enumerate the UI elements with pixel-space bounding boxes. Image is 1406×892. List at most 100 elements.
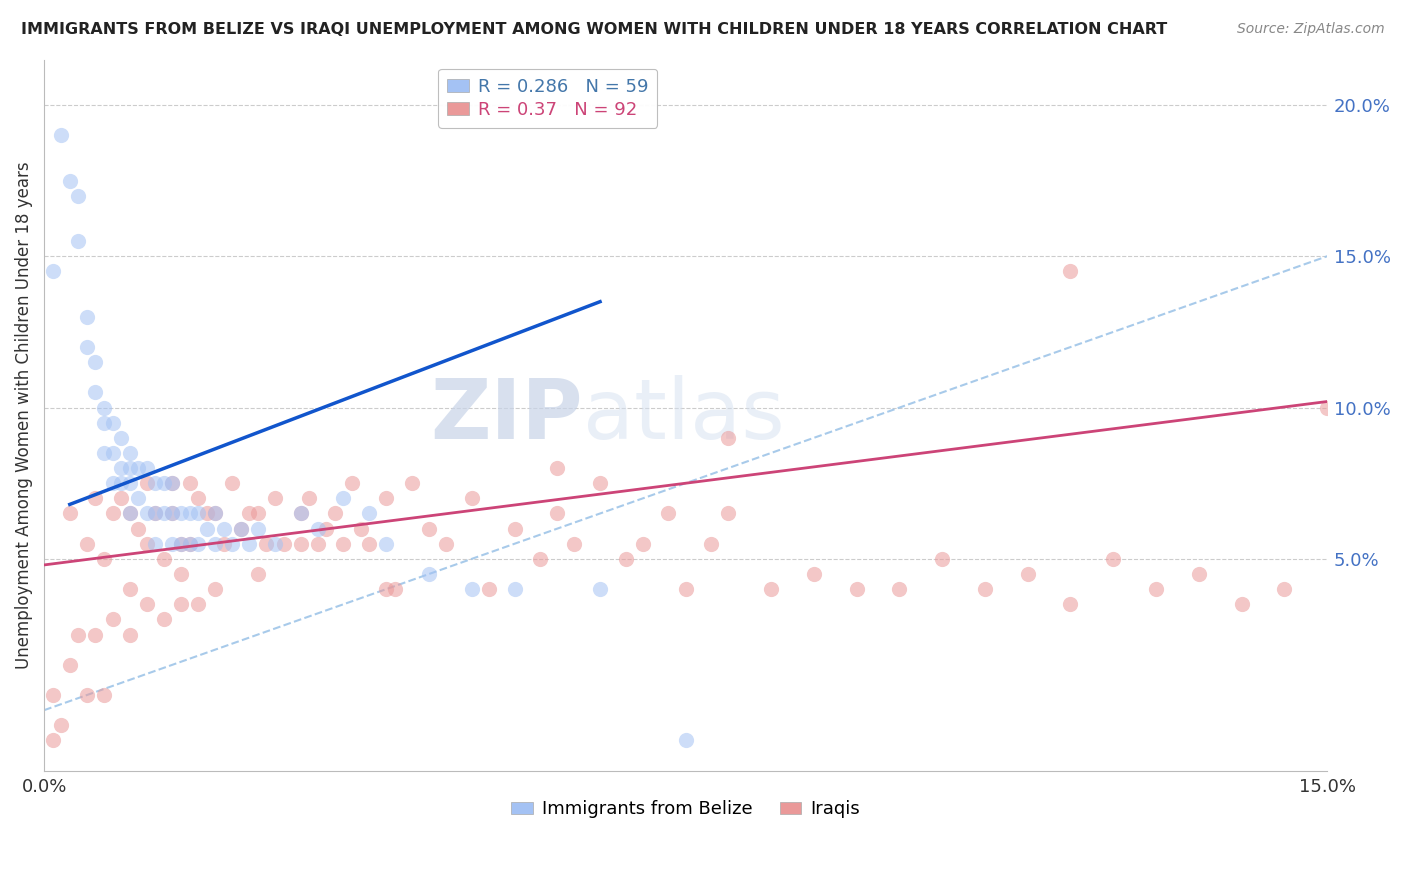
Point <box>418 522 440 536</box>
Point <box>1144 582 1167 596</box>
Point <box>256 537 278 551</box>
Point <box>84 491 107 506</box>
Point <box>589 582 612 596</box>
Point <box>614 552 637 566</box>
Point <box>461 491 484 506</box>
Point <box>84 627 107 641</box>
Point <box>384 582 406 596</box>
Point <box>290 507 312 521</box>
Point <box>118 627 141 641</box>
Point <box>315 522 337 536</box>
Point <box>229 522 252 536</box>
Point <box>93 401 115 415</box>
Point <box>170 507 193 521</box>
Point <box>340 476 363 491</box>
Point <box>700 537 723 551</box>
Point <box>375 582 398 596</box>
Point <box>118 582 141 596</box>
Point <box>101 476 124 491</box>
Point <box>187 491 209 506</box>
Point <box>204 507 226 521</box>
Point <box>1017 567 1039 582</box>
Text: atlas: atlas <box>583 375 785 456</box>
Point <box>135 597 157 611</box>
Point <box>375 537 398 551</box>
Point <box>76 537 98 551</box>
Point <box>478 582 501 596</box>
Point <box>101 612 124 626</box>
Point <box>298 491 321 506</box>
Point <box>41 264 63 278</box>
Point <box>170 597 193 611</box>
Point <box>153 507 176 521</box>
Point <box>135 537 157 551</box>
Point <box>307 522 329 536</box>
Point <box>41 733 63 747</box>
Point <box>307 537 329 551</box>
Point <box>51 718 73 732</box>
Point <box>143 476 166 491</box>
Point <box>246 522 269 536</box>
Point <box>195 507 218 521</box>
Point <box>59 657 82 672</box>
Point <box>153 612 176 626</box>
Point <box>845 582 868 596</box>
Point <box>170 537 193 551</box>
Point <box>204 537 226 551</box>
Point <box>204 507 226 521</box>
Point <box>1188 567 1211 582</box>
Point <box>162 476 184 491</box>
Point <box>143 507 166 521</box>
Point <box>359 537 381 551</box>
Point <box>238 537 260 551</box>
Point <box>589 476 612 491</box>
Point <box>170 567 193 582</box>
Point <box>162 507 184 521</box>
Point <box>332 491 354 506</box>
Point <box>264 491 287 506</box>
Point <box>51 128 73 143</box>
Point <box>41 688 63 702</box>
Point <box>803 567 825 582</box>
Text: IMMIGRANTS FROM BELIZE VS IRAQI UNEMPLOYMENT AMONG WOMEN WITH CHILDREN UNDER 18 : IMMIGRANTS FROM BELIZE VS IRAQI UNEMPLOY… <box>21 22 1167 37</box>
Point <box>1102 552 1125 566</box>
Point <box>461 582 484 596</box>
Point <box>323 507 346 521</box>
Point <box>179 537 201 551</box>
Point <box>170 537 193 551</box>
Point <box>143 507 166 521</box>
Point <box>434 537 457 551</box>
Point <box>118 507 141 521</box>
Text: Source: ZipAtlas.com: Source: ZipAtlas.com <box>1237 22 1385 37</box>
Point <box>118 461 141 475</box>
Point <box>675 582 697 596</box>
Point <box>246 507 269 521</box>
Point <box>101 446 124 460</box>
Point <box>135 507 157 521</box>
Point <box>67 627 90 641</box>
Point <box>546 461 568 475</box>
Point <box>93 416 115 430</box>
Point <box>59 174 82 188</box>
Point <box>529 552 551 566</box>
Point <box>657 507 679 521</box>
Point <box>1272 582 1295 596</box>
Point <box>246 567 269 582</box>
Point <box>143 537 166 551</box>
Point <box>84 355 107 369</box>
Point <box>93 688 115 702</box>
Y-axis label: Unemployment Among Women with Children Under 18 years: Unemployment Among Women with Children U… <box>15 161 32 669</box>
Point <box>759 582 782 596</box>
Point <box>127 461 149 475</box>
Point <box>153 552 176 566</box>
Point <box>349 522 371 536</box>
Point <box>631 537 654 551</box>
Point <box>564 537 586 551</box>
Point <box>273 537 295 551</box>
Point <box>974 582 997 596</box>
Point <box>118 476 141 491</box>
Point <box>153 476 176 491</box>
Point <box>264 537 287 551</box>
Point <box>503 522 526 536</box>
Point <box>127 522 149 536</box>
